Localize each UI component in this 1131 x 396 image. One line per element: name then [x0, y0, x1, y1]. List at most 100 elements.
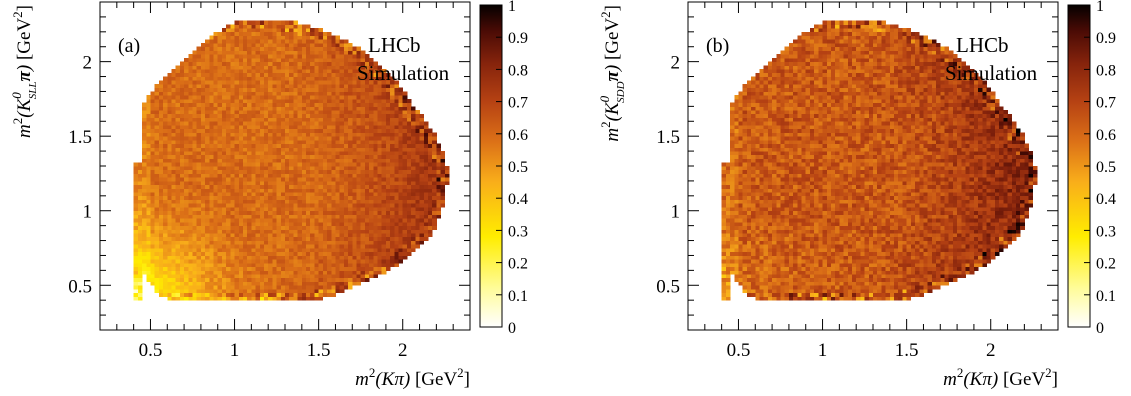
- heatmap-bin: [406, 221, 412, 227]
- heatmap-bin: [255, 214, 261, 219]
- heatmap-bin: [234, 125, 240, 130]
- heatmap-bin: [318, 177, 324, 182]
- heatmap-bin: [268, 169, 273, 174]
- heatmap-bin: [381, 177, 387, 182]
- heatmap-bin: [331, 180, 336, 186]
- heatmap-bin: [402, 95, 408, 100]
- heatmap-bin: [276, 203, 282, 208]
- heatmap-bin: [234, 259, 240, 264]
- heatmap-bin: [364, 80, 370, 85]
- heatmap-bin: [242, 274, 248, 279]
- heatmap-bin: [343, 177, 349, 182]
- heatmap-bin: [335, 195, 341, 200]
- heatmap-bin: [331, 251, 336, 256]
- heatmap-bin: [188, 87, 193, 92]
- heatmap-bin: [285, 102, 290, 107]
- heatmap-bin: [352, 69, 357, 74]
- heatmap-bin: [200, 262, 206, 268]
- heatmap-bin: [221, 296, 227, 301]
- heatmap-bin: [221, 277, 227, 282]
- heatmap-bin: [356, 121, 362, 126]
- heatmap-bin: [310, 274, 315, 279]
- heatmap-bin: [331, 162, 336, 167]
- heatmap-bin: [221, 87, 227, 92]
- heatmap-bin: [356, 147, 362, 152]
- heatmap-bin: [322, 214, 328, 219]
- heatmap-bin: [238, 173, 244, 178]
- heatmap-bin: [133, 281, 139, 286]
- heatmap-bin: [209, 128, 214, 133]
- heatmap-bin: [263, 225, 269, 230]
- heatmap-bin: [301, 84, 307, 89]
- heatmap-bin: [423, 169, 429, 174]
- heatmap-bin: [217, 31, 223, 36]
- heatmap-bin: [276, 76, 282, 81]
- heatmap-bin: [251, 154, 256, 159]
- heatmap-bin: [175, 292, 181, 297]
- heatmap-bin: [339, 251, 345, 256]
- heatmap-bin: [255, 277, 261, 282]
- heatmap-bin: [335, 132, 341, 137]
- heatmap-bin: [436, 173, 441, 178]
- heatmap-bin: [301, 192, 307, 197]
- heatmap-bin: [402, 136, 408, 141]
- heatmap-bin: [411, 166, 416, 171]
- heatmap-bin: [339, 43, 345, 48]
- heatmap-bin: [146, 102, 151, 107]
- heatmap-bin: [440, 158, 446, 163]
- heatmap-bin: [263, 50, 269, 55]
- heatmap-bin: [179, 274, 185, 279]
- heatmap-bin: [348, 229, 353, 234]
- heatmap-bin: [272, 31, 277, 36]
- heatmap-bin: [230, 65, 235, 70]
- heatmap-bin: [196, 210, 202, 215]
- heatmap-bin: [327, 128, 332, 133]
- heatmap-bin: [280, 270, 286, 275]
- heatmap-bin: [247, 281, 252, 286]
- heatmap-bin: [280, 102, 286, 107]
- heatmap-bin: [721, 214, 727, 219]
- heatmap-bin: [230, 28, 235, 33]
- heatmap-bin: [377, 229, 383, 234]
- heatmap-bin: [234, 113, 240, 118]
- heatmap-bin: [318, 251, 324, 256]
- heatmap-bin: [436, 214, 441, 219]
- heatmap-bin: [730, 106, 735, 111]
- heatmap-bin: [318, 210, 324, 215]
- heatmap-bin: [436, 184, 441, 189]
- heatmap-bin: [360, 173, 366, 178]
- heatmap-bin: [356, 102, 362, 107]
- heatmap-bin: [432, 154, 437, 159]
- heatmap-bin: [411, 117, 416, 122]
- heatmap-bin: [137, 274, 143, 279]
- heatmap-bin: [175, 180, 181, 186]
- heatmap-bin: [263, 31, 269, 36]
- heatmap-bin: [200, 147, 206, 152]
- heatmap-bin: [343, 151, 349, 156]
- heatmap-bin: [314, 147, 320, 152]
- heatmap-bin: [394, 110, 399, 115]
- heatmap-bin: [411, 173, 416, 178]
- heatmap-bin: [369, 203, 374, 208]
- heatmap-bin: [369, 143, 374, 148]
- heatmap-bin: [184, 296, 189, 301]
- heatmap-bin: [272, 84, 277, 89]
- heatmap-bin: [272, 128, 277, 133]
- heatmap-bin: [255, 139, 261, 145]
- heatmap-bin: [734, 151, 739, 156]
- heatmap-bin: [293, 281, 299, 286]
- heatmap-bin: [415, 218, 420, 223]
- heatmap-bin: [263, 259, 269, 264]
- heatmap-bin: [163, 125, 168, 130]
- heatmap-bin: [369, 233, 374, 238]
- heatmap-bin: [746, 203, 752, 208]
- heatmap-bin: [251, 218, 256, 223]
- heatmap-bin: [259, 147, 265, 152]
- heatmap-bin: [163, 184, 168, 189]
- heatmap-bin: [725, 274, 731, 279]
- heatmap-bin: [251, 162, 256, 167]
- heatmap-bin: [272, 139, 277, 145]
- heatmap-bin: [331, 225, 336, 230]
- heatmap-bin: [289, 139, 294, 145]
- heatmap-bin: [356, 110, 362, 115]
